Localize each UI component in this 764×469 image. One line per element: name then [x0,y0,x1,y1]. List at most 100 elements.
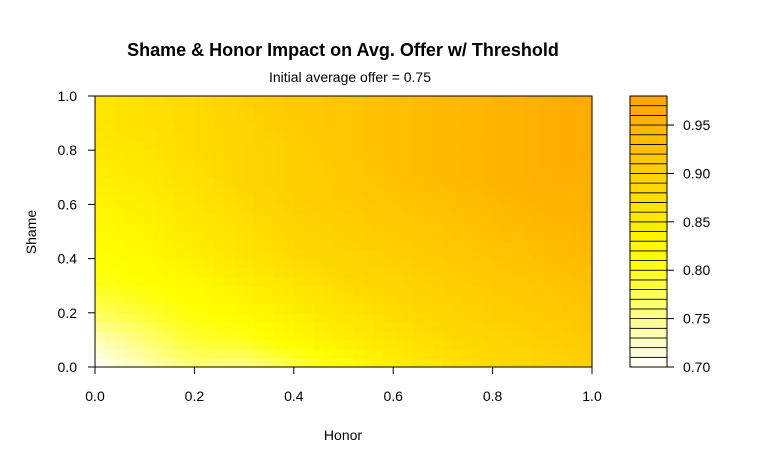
heat-cell [194,285,205,296]
heat-cell [442,204,454,215]
heat-cell [462,339,474,350]
heat-cell [144,294,156,305]
heat-cell [502,285,514,296]
heat-cell [542,321,553,332]
heat-cell [154,330,166,341]
colorbar-band [629,163,668,174]
heat-cell [174,213,186,224]
heat-cell [403,123,414,133]
heat-cell [522,114,533,124]
heat-cell [552,195,563,205]
heat-cell [254,177,265,187]
heat-cell [442,240,454,251]
heat-cell [283,213,295,224]
heat-cell [562,213,573,224]
heat-cell [532,330,543,341]
heat-cell [562,240,573,251]
heat-cell [572,159,583,169]
heat-cell [542,141,553,151]
heat-cell [303,258,315,269]
heat-cell [134,303,146,314]
heat-cell [442,186,454,196]
heat-cell [413,123,424,133]
heat-cell [552,204,563,215]
heat-cell [134,150,146,160]
heat-cell [512,114,524,124]
heat-cell [383,222,394,233]
heat-cell [502,168,514,178]
heat-cell [492,96,504,106]
heat-cell [263,123,275,133]
heat-cell [492,321,504,332]
heat-cell [293,231,305,242]
heat-cell [313,222,325,233]
heat-cell [234,240,245,251]
heat-cell [323,141,335,151]
heat-cell [204,105,215,115]
heat-cell [403,114,414,124]
heat-cell [502,132,514,142]
heat-cell [482,213,494,224]
heat-cell [432,312,444,323]
heat-cell [134,96,146,106]
heat-cell [124,195,136,205]
heat-cell [522,339,533,350]
heat-cell [572,321,583,332]
heat-cell [323,168,335,178]
heat-cell [492,123,504,133]
heat-cell [303,267,315,278]
heat-cell [323,132,335,142]
heat-cell [423,303,434,314]
heat-cell [502,96,514,106]
heat-cell [164,114,176,124]
heat-cell [303,150,315,160]
heat-cell [273,312,285,323]
heat-cell [522,204,533,215]
heat-cell [234,312,245,323]
heat-cell [562,285,573,296]
heat-cell [124,123,136,133]
heat-cell [492,231,504,242]
heat-cell [562,330,573,341]
heat-cell [323,213,335,224]
heat-cell [432,159,444,169]
heat-cell [234,105,245,115]
heat-cell [263,258,275,269]
heat-cell [124,321,136,332]
heat-cell [323,195,335,205]
heat-cell [393,204,404,215]
heat-cell [313,150,325,160]
heat-cell [492,258,504,269]
heat-cell [214,231,225,242]
heat-cell [472,168,484,178]
heat-cell [124,330,136,341]
heat-cell [214,177,225,187]
heat-cell [353,195,364,205]
heat-cell [452,159,464,169]
heat-cell [393,195,404,205]
heat-cell [323,249,335,260]
heat-cell [134,186,146,196]
heat-cell [403,159,414,169]
heat-cell [512,294,524,305]
heat-cell [124,312,136,323]
heat-cell [582,159,593,169]
heat-cell [532,222,543,233]
heat-cell [383,357,394,368]
heat-cell [283,204,295,215]
heat-cell [244,132,255,142]
heat-cell [413,294,424,305]
heat-cell [472,186,484,196]
heat-cell [254,339,265,350]
heat-cell [572,177,583,187]
heat-cell [373,240,384,251]
heat-cell [353,222,364,233]
heat-cell [263,312,275,323]
heat-cell [582,195,593,205]
heat-cell [442,141,454,151]
heat-cell [512,348,524,359]
heat-cell [134,141,146,151]
heat-cell [273,150,285,160]
heat-cell [283,321,295,332]
